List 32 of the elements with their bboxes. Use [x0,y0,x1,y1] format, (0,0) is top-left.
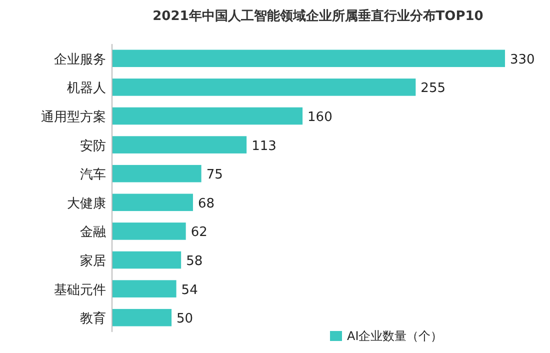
bar [112,280,176,298]
y-tick-label: 企业服务 [54,52,106,68]
chart-title: 2021年中国人工智能领域企业所属垂直行业分布TOP10 [152,8,484,24]
data-label: 58 [186,254,203,269]
bar [112,50,505,68]
data-label: 255 [420,81,446,96]
y-tick-label: 安防 [80,138,106,154]
bar [112,251,182,269]
data-label: 160 [308,110,332,125]
y-tick-label: 教育 [80,310,106,327]
bar [112,164,202,182]
data-label: 68 [198,196,215,212]
data-label: 330 [510,52,535,68]
y-tick-label: 大健康 [67,196,106,212]
bar [112,107,303,125]
bar [112,308,172,326]
data-label: 75 [206,168,223,183]
y-tick-label: 机器人 [67,81,106,96]
data-label: 113 [252,138,276,154]
y-tick-label: 家居 [80,253,106,269]
y-tick-label: 基础元件 [54,282,106,298]
bar [112,194,193,212]
y-tick-label: 金融 [80,225,106,240]
y-tick-label: 通用型方案 [41,109,106,125]
y-tick-label: 汽车 [80,168,106,183]
legend-label: AI企业数量（个） [347,329,443,343]
data-label: 50 [176,312,194,327]
data-label: 62 [190,225,208,240]
data-label: 54 [181,282,198,298]
bar [112,222,186,240]
bar [112,78,416,96]
bar [112,136,247,154]
